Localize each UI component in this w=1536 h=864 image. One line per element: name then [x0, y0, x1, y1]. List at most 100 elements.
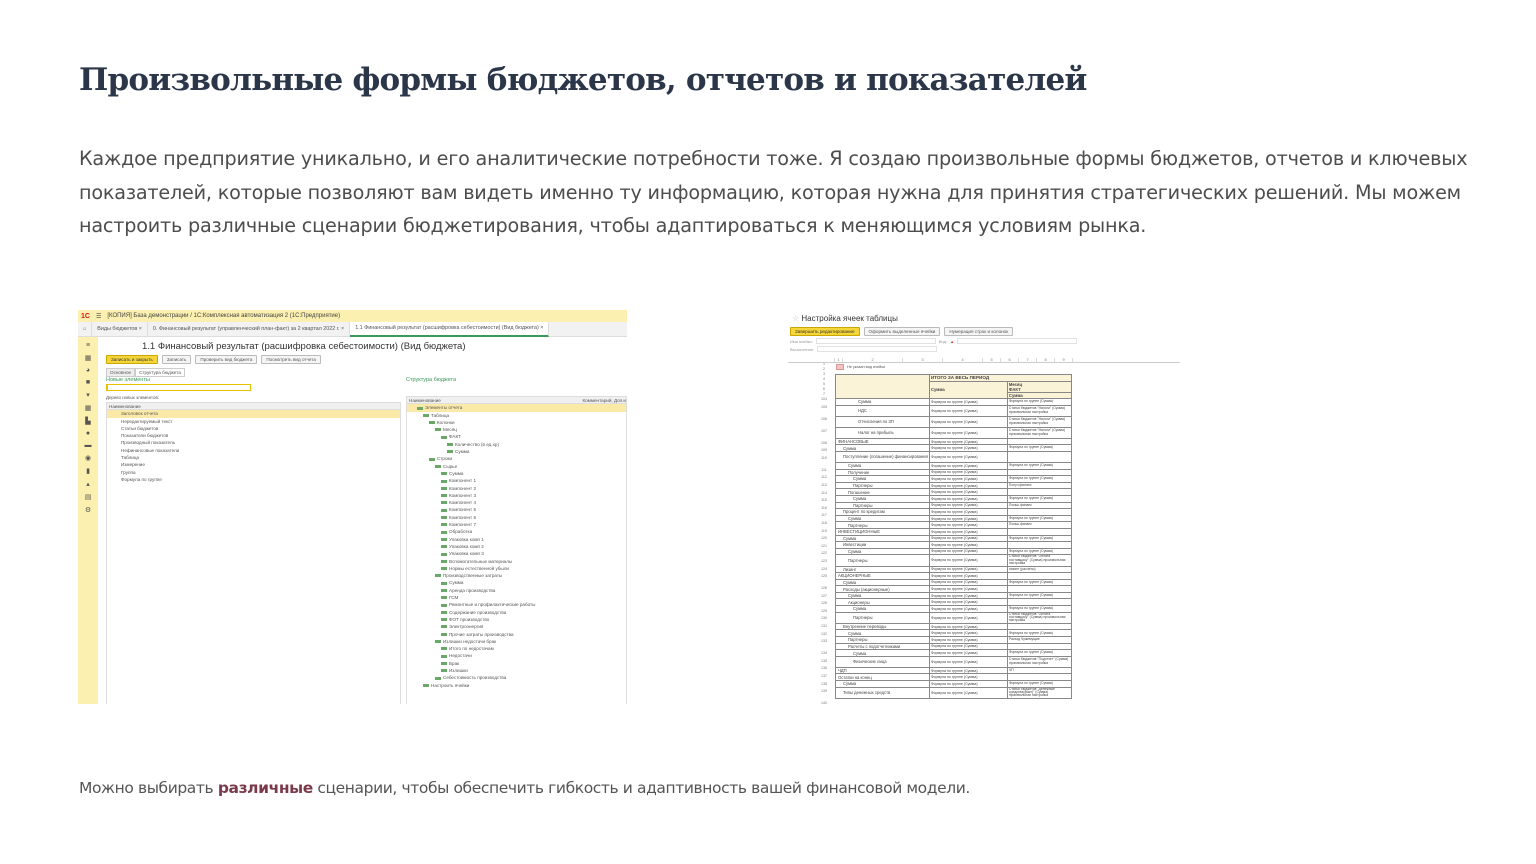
- tree-item: Настроить ячейки: [407, 682, 626, 689]
- node-icon: [435, 676, 441, 680]
- cell-formula: Формула по группе (Сумма): [1006, 547, 1073, 556]
- column-number: 1: [835, 358, 843, 362]
- app-title-bar: 1С ☰ [КОПИЯ] База демонстрации / 1С:Комп…: [78, 310, 627, 322]
- cell-formula: [1006, 585, 1073, 593]
- gear-icon: ⚙: [84, 507, 92, 514]
- row-label: Партнеры: [835, 481, 930, 490]
- tree-item-label: Настроить ячейки: [431, 682, 470, 688]
- row-label: Партнеры: [835, 521, 930, 529]
- tree-item-label: Итого по недостачам: [449, 646, 494, 652]
- cell-formula: Формула по группе (Сумма): [928, 666, 1008, 675]
- section-sidebar: ≡ ▦ ◕ ■ ▾ ▦ ▙ ● ▬ ◉ ▮ ▴ ▤ ⚙: [78, 337, 98, 704]
- format-cells-button: Оформить выделенные ячейки: [863, 327, 941, 336]
- tree-item: Компонент 7: [407, 521, 626, 528]
- window-title: [КОПИЯ] База демонстрации / 1С:Комплексн…: [107, 313, 341, 319]
- tree-item-label: Аренда производства: [449, 587, 496, 593]
- 1c-logo: 1С: [81, 312, 90, 320]
- tree-item-label: Таблица: [431, 412, 450, 418]
- factory-icon: ▙: [85, 418, 91, 425]
- node-icon: [441, 596, 447, 600]
- cell-formula: Статья бюджетов "Оплата поставщику" (Сум…: [1006, 554, 1073, 567]
- row-number: 109: [821, 448, 827, 453]
- cell-formula: Формула по группе (Сумма): [1006, 629, 1073, 638]
- node-icon: [435, 428, 441, 432]
- row-label: Поступление (погашение) финансирования: [835, 450, 930, 463]
- cell-formula: Формула по группе (Сумма): [928, 680, 1008, 688]
- node-icon: [441, 537, 447, 541]
- cell-formula: Формула по группе (Сумма): [928, 629, 1008, 638]
- tree-item-label: Излишки: [449, 667, 468, 673]
- row-number: 139: [821, 689, 827, 694]
- tree-item-label: Компонент 4: [449, 500, 476, 506]
- row-label: Партнеры: [835, 501, 930, 510]
- row-number: 107: [821, 428, 827, 433]
- cell-formula: Формула по группе (Сумма): [928, 578, 1008, 587]
- row-label: Акционеры: [835, 598, 930, 607]
- tree-item: Производный показатель: [121, 440, 176, 446]
- row-label: Получение: [835, 468, 930, 477]
- table-row: Лизинг Формула по группе (Сумма) лизинг (р…: [835, 565, 1073, 574]
- tree-item: Нередактируемый текст: [121, 418, 173, 424]
- node-icon: [441, 508, 447, 512]
- bag-icon: ■: [85, 379, 91, 386]
- cell-formula: Формула по группе (Сумма): [928, 598, 1008, 607]
- table-row: Партнеры Формула по группе (Сумма) Погаш.ф…: [835, 501, 1073, 510]
- tree-item-label: ФАКТ: [449, 434, 461, 440]
- row-number: 117: [821, 513, 827, 518]
- row-number: 4: [823, 377, 825, 381]
- header-month: Месяц: [1008, 381, 1023, 387]
- node-icon: [441, 669, 447, 673]
- tree-item: Обработка: [407, 528, 626, 535]
- row-number: 5: [823, 382, 825, 386]
- row-label: Сумма: [835, 398, 930, 406]
- cell-formula: Формула по группе (Сумма): [1006, 494, 1073, 503]
- table-row: Сумма Формула по группе (Сумма) Формула по…: [835, 680, 1073, 688]
- node-icon: [447, 443, 453, 447]
- row-label: Сумма: [835, 578, 930, 587]
- row-number: 125: [821, 574, 827, 579]
- tree-item-label: Компонент 2: [449, 485, 476, 491]
- tree-item: Излишки: [407, 667, 626, 674]
- node-icon: [441, 435, 447, 439]
- row-label: Инвестиции: [835, 541, 930, 549]
- row-number: 6: [823, 387, 825, 391]
- table-row: ИНВЕСТИЦИОННЫЕ Формула по группе (Сумма): [835, 527, 1073, 536]
- footer-highlight: различные: [217, 779, 313, 797]
- column-header: Наименование: [107, 403, 400, 411]
- table-row: Партнеры Формула по группе (Сумма) Статья …: [835, 611, 1073, 624]
- cell-formula: Формула по группе (Сумма): [1006, 475, 1073, 483]
- node-icon: [429, 421, 435, 425]
- tree-item-label: Компонент 6: [449, 514, 476, 520]
- row-number: 120: [821, 536, 827, 541]
- table-row: Расчеты с подотчетниками Формула по групп…: [835, 642, 1073, 651]
- tree-item-label: ГСМ: [449, 595, 459, 601]
- row-label: Партнеры: [835, 611, 930, 624]
- row-number: 122: [821, 551, 827, 556]
- cell-formula: [1006, 673, 1073, 682]
- cell-formula: Формула по группе (Сумма): [928, 444, 1008, 452]
- check-button: Проверить вид бюджета: [195, 355, 258, 364]
- table-row: ЧДП Формула по группе (Сумма) ЧП: [835, 666, 1073, 675]
- tree-item: Нефинансовые показатели: [121, 447, 180, 453]
- save-close-button: Записать и закрыть: [106, 355, 158, 364]
- card-icon: ▬: [84, 442, 92, 449]
- node-icon: [429, 457, 435, 461]
- cell-formula: [1006, 642, 1073, 651]
- tree-item-label: Строки: [437, 456, 453, 462]
- node-icon: [441, 494, 447, 498]
- tree-item: Производственные затраты: [407, 572, 626, 579]
- cell-formula: [1006, 572, 1073, 580]
- row-number: 134: [821, 651, 827, 656]
- tree-item: Сумма: [407, 448, 626, 455]
- row-number: 111: [821, 467, 827, 472]
- table-row: Партнеры Формула по группе (Сумма) Погаш.ф…: [835, 521, 1073, 529]
- table-row: Партнеры Формула по группе (Сумма) Получ.ф…: [835, 481, 1073, 490]
- cell-formula: Формула по группе (Сумма): [928, 475, 1008, 483]
- row-number: 128: [821, 601, 827, 606]
- tree-item-label: Элементы отчета: [425, 405, 463, 411]
- node-icon: [435, 464, 441, 468]
- tree-item: Компонент 6: [407, 514, 626, 521]
- tree-item: Компонент 1: [407, 477, 626, 484]
- row-label: Сумма: [835, 680, 930, 688]
- finish-editing-button: Завершить редактирование: [790, 327, 860, 336]
